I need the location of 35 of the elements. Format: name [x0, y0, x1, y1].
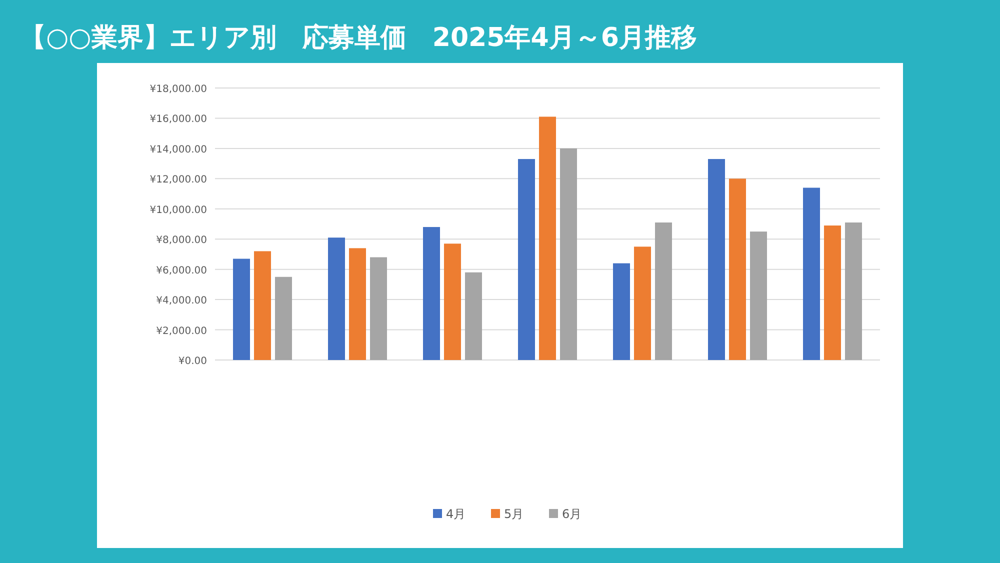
- bar: [613, 263, 630, 360]
- legend-label: 5月: [504, 507, 524, 521]
- bar: [328, 238, 345, 360]
- bar: [423, 227, 440, 360]
- bar: [803, 188, 820, 360]
- y-tick-label: ¥12,000.00: [150, 174, 207, 186]
- bar: [349, 248, 366, 360]
- y-tick-label: ¥14,000.00: [150, 144, 207, 156]
- bar: [845, 222, 862, 360]
- bar: [560, 148, 577, 360]
- bar: [750, 232, 767, 360]
- y-tick-label: ¥4,000.00: [156, 296, 207, 307]
- bar: [254, 251, 271, 360]
- y-tick-label: ¥0.00: [178, 356, 207, 367]
- y-tick-label: ¥2,000.00: [156, 326, 207, 337]
- bar: [370, 257, 387, 360]
- y-tick-label: ¥16,000.00: [150, 114, 207, 126]
- legend-label: 4月: [446, 507, 466, 521]
- y-tick-label: ¥8,000.00: [156, 235, 207, 246]
- bar: [444, 244, 461, 360]
- legend-label: 6月: [562, 507, 582, 521]
- y-tick-label: ¥18,000.00: [150, 84, 207, 95]
- y-tick-label: ¥6,000.00: [156, 265, 207, 276]
- bar: [655, 222, 672, 360]
- bar: [275, 276, 292, 360]
- bar: [708, 159, 725, 360]
- bar: [634, 246, 651, 360]
- bar: [539, 116, 556, 360]
- bar: [465, 272, 482, 360]
- bar: [233, 258, 250, 360]
- bar: [518, 159, 535, 360]
- bar: [824, 226, 841, 360]
- bar: [729, 178, 746, 360]
- y-tick-label: ¥10,000.00: [150, 204, 207, 216]
- title: 【○○業界】エリア別 応募単価 2025年4月～6月推移: [20, 23, 697, 53]
